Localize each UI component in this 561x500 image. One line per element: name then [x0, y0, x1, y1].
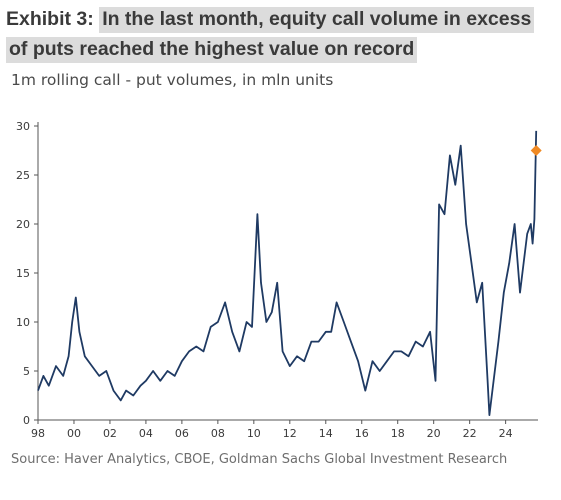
- x-axis-ticks: 98 00 02 04 06 08 10 12 14 16 18 20 22 24: [31, 420, 513, 440]
- x-tick-label: 20: [427, 427, 441, 440]
- chart-title: Exhibit 3: In the last month, equity cal…: [6, 4, 554, 64]
- title-prefix: Exhibit 3:: [6, 8, 94, 30]
- x-tick-label: 24: [499, 427, 513, 440]
- x-tick-label: 06: [175, 427, 189, 440]
- latest-value-marker: [530, 145, 542, 156]
- y-tick-label: 5: [23, 365, 30, 378]
- series-line: [37, 130, 538, 416]
- y-tick-label: 15: [16, 267, 30, 280]
- x-tick-label: 22: [463, 427, 477, 440]
- x-tick-label: 98: [31, 427, 45, 440]
- chart-subtitle: 1m rolling call - put volumes, in mln un…: [11, 71, 334, 89]
- x-tick-label: 04: [139, 427, 153, 440]
- x-tick-label: 12: [283, 427, 297, 440]
- x-tick-label: 10: [247, 427, 261, 440]
- x-tick-label: 08: [211, 427, 225, 440]
- chart-axes: [37, 122, 538, 421]
- x-tick-label: 00: [67, 427, 81, 440]
- y-axis-ticks: 0 5 10 15 20 25 30: [16, 120, 38, 427]
- y-tick-label: 10: [16, 316, 30, 329]
- source-note: Source: Haver Analytics, CBOE, Goldman S…: [11, 452, 508, 467]
- y-tick-label: 0: [23, 414, 30, 427]
- y-tick-label: 25: [16, 169, 30, 182]
- y-tick-label: 20: [16, 218, 30, 231]
- x-tick-label: 02: [103, 427, 117, 440]
- line-chart: 0 5 10 15 20 25 30 98 00 02 04 06 08 10 12 14 16 18 20 22 2…: [16, 120, 542, 440]
- x-tick-label: 16: [355, 427, 369, 440]
- x-tick-label: 14: [319, 427, 333, 440]
- x-tick-label: 18: [391, 427, 405, 440]
- y-tick-label: 30: [16, 120, 30, 133]
